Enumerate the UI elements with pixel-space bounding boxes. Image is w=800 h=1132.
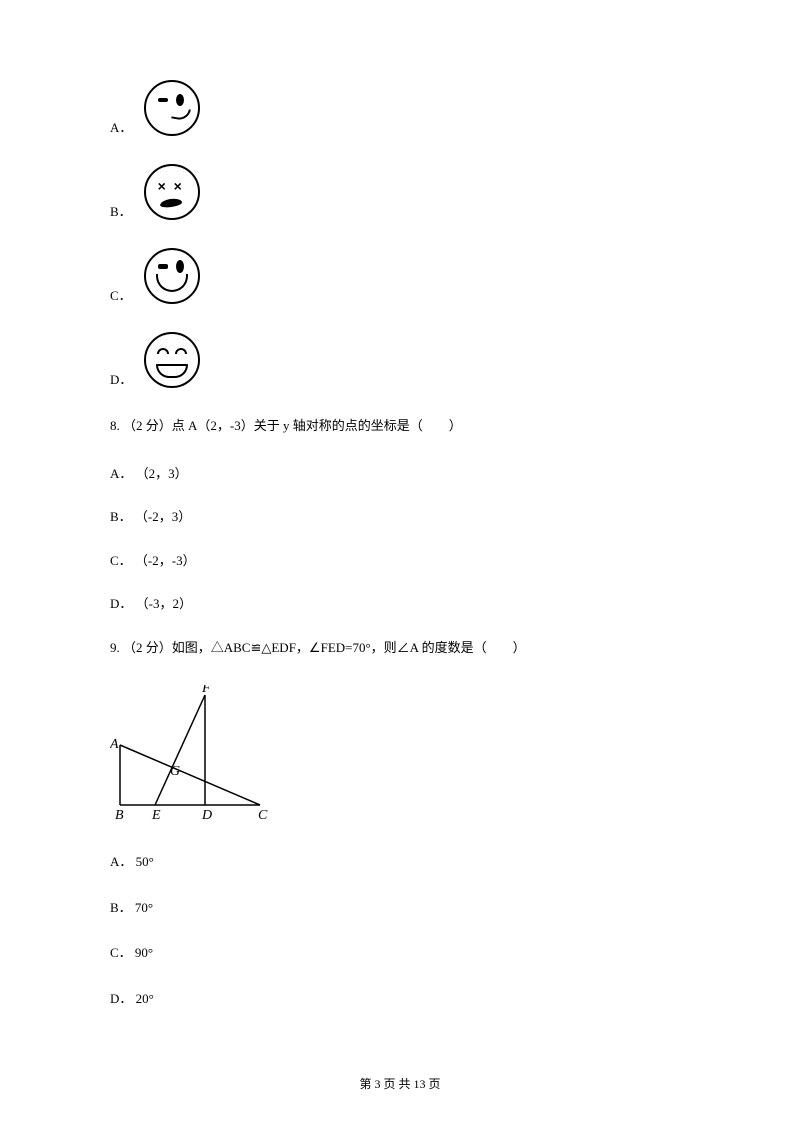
option-a-face: A． (110, 80, 690, 136)
q8-option-c: C． （-2，-3） (110, 551, 690, 571)
question-9: 9. （2 分）如图，△ABC≌△EDF，∠FED=70°，则∠A 的度数是（ … (110, 638, 690, 658)
svg-text:G: G (170, 764, 180, 779)
q9-option-b: B． 70° (110, 898, 690, 918)
option-c-label: C． (110, 285, 132, 304)
q8-option-a: A． （2，3） (110, 464, 690, 484)
svg-text:D: D (201, 808, 212, 820)
option-a-label: A． (110, 117, 132, 136)
face-a-icon (144, 80, 200, 136)
svg-text:F: F (201, 685, 211, 696)
q9-option-c: C． 90° (110, 943, 690, 963)
svg-text:A: A (110, 737, 119, 752)
option-b-label: B． (110, 201, 132, 220)
page-footer: 第 3 页 共 13 页 (0, 1075, 800, 1092)
option-b-face: B． ×× (110, 164, 690, 220)
svg-text:E: E (151, 808, 161, 820)
svg-text:C: C (258, 808, 268, 820)
svg-text:B: B (115, 808, 124, 820)
q8-option-d: D． （-3，2） (110, 594, 690, 614)
q8-option-b: B． （-2，3） (110, 507, 690, 527)
triangle-diagram-svg: A B E D C F G (110, 685, 280, 820)
question-8: 8. （2 分）点 A（2，-3）关于 y 轴对称的点的坐标是（ ） (110, 416, 690, 436)
q9-option-a: A． 50° (110, 852, 690, 872)
q9-option-d: D． 20° (110, 989, 690, 1009)
face-b-icon: ×× (144, 164, 200, 220)
triangle-diagram: A B E D C F G (110, 685, 690, 824)
option-d-label: D． (110, 369, 132, 388)
option-d-face: D． (110, 332, 690, 388)
option-c-face: C． (110, 248, 690, 304)
face-d-icon (144, 332, 200, 388)
face-c-icon (144, 248, 200, 304)
